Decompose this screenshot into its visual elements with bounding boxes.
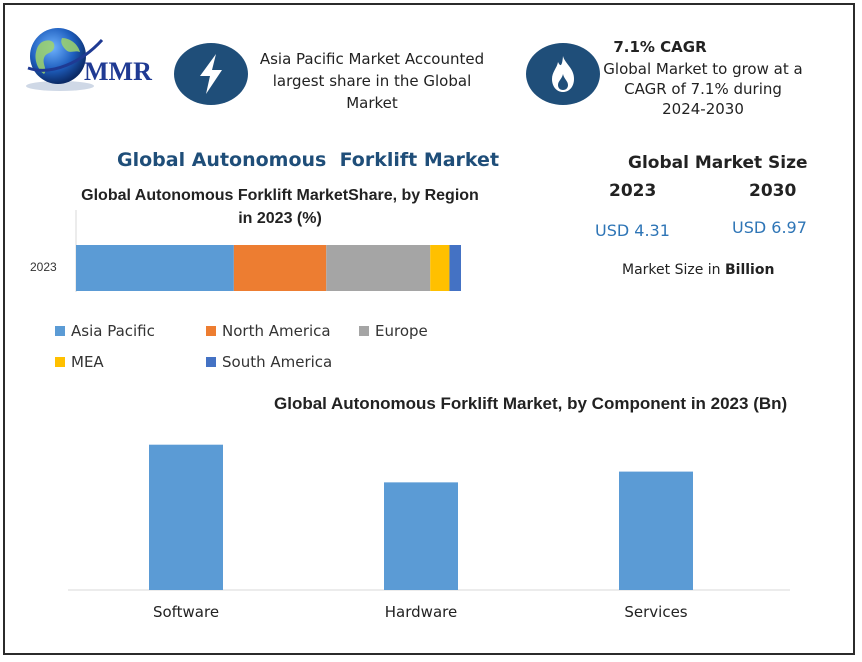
- logo-text: MMR: [84, 57, 152, 86]
- component-label-services: Services: [624, 603, 688, 621]
- legend-swatch: [206, 326, 216, 336]
- market-size-year-2030: 2030: [749, 181, 797, 201]
- market-size-value-2023: USD 4.31: [595, 221, 670, 240]
- market-size-note: Market Size in Billion: [622, 262, 774, 278]
- cagr-text: Global Market to grow at a CAGR of 7.1% …: [603, 60, 803, 118]
- component-bar-hardware: [384, 482, 458, 590]
- market-size-note-unit: Billion: [724, 262, 775, 278]
- region-segment-europe: [326, 245, 431, 291]
- flame-icon: [526, 43, 600, 105]
- legend-label: North America: [222, 322, 331, 340]
- component-label-software: Software: [152, 603, 220, 621]
- legend-item-europe: Europe: [359, 322, 428, 340]
- infographic-frame: [3, 3, 855, 655]
- legend-label: Asia Pacific: [71, 322, 155, 340]
- legend-item-mea: MEA: [55, 353, 104, 371]
- mmr-logo: MMR: [22, 26, 162, 96]
- legend-label: South America: [222, 353, 333, 371]
- component-bar-software: [149, 444, 223, 590]
- component-bar-chart: [68, 444, 790, 591]
- market-size-title: Global Market Size: [628, 153, 808, 173]
- market-size-value-2030: USD 6.97: [732, 218, 807, 237]
- legend-label: MEA: [71, 353, 104, 371]
- legend-item-south-america: South America: [206, 353, 332, 371]
- cagr-title: 7.1% CAGR: [613, 38, 707, 56]
- legend-swatch: [206, 357, 216, 367]
- legend-swatch: [55, 326, 65, 336]
- region-segment-north-america: [233, 245, 327, 291]
- main-title: Global Autonomous Forklift Market: [117, 149, 500, 171]
- legend-label: Europe: [375, 322, 428, 340]
- legend-swatch: [55, 357, 65, 367]
- region-category-label: 2023: [30, 260, 57, 274]
- legend-item-north-america: North America: [206, 322, 331, 340]
- region-stacked-chart: [75, 210, 461, 292]
- region-segment-south-america: [449, 245, 461, 291]
- region-chart-title: Global Autonomous Forklift MarketShare, …: [81, 187, 479, 227]
- legend-swatch: [359, 326, 369, 336]
- region-segment-asia-pacific: [76, 245, 234, 291]
- component-label-hardware: Hardware: [384, 603, 458, 621]
- lightning-icon: [174, 43, 248, 105]
- market-size-note-prefix: Market Size in: [622, 262, 725, 278]
- asia-pacific-text: Asia Pacific Market Accounted largest sh…: [259, 50, 485, 112]
- market-size-year-2023: 2023: [609, 181, 657, 201]
- legend-item-asia-pacific: Asia Pacific: [55, 322, 155, 340]
- component-chart-title: Global Autonomous Forklift Market, by Co…: [274, 394, 788, 413]
- region-segment-mea: [430, 245, 450, 291]
- component-bar-services: [619, 471, 693, 590]
